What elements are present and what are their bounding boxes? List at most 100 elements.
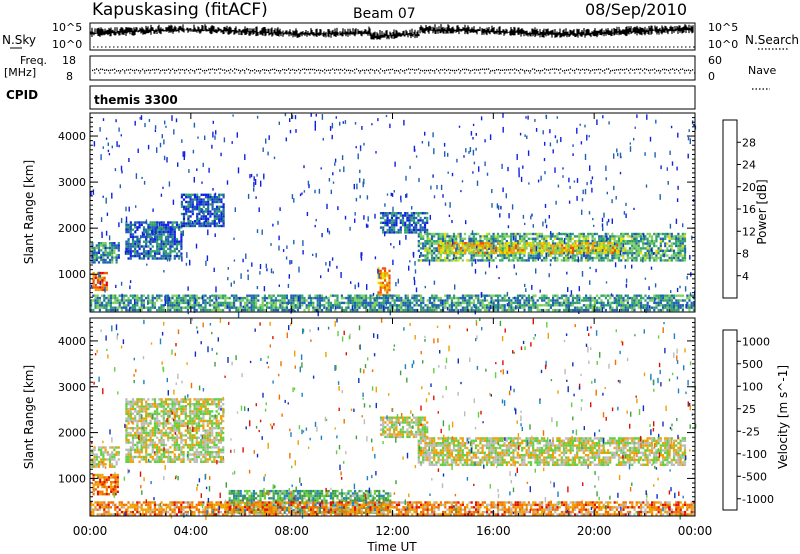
echo-cell bbox=[532, 242, 535, 245]
echo-cell bbox=[419, 242, 423, 245]
echo-cell bbox=[136, 398, 139, 401]
echo-cell bbox=[503, 296, 506, 300]
echo-cell bbox=[606, 252, 610, 255]
echo-cell bbox=[404, 212, 407, 215]
echo-cell bbox=[208, 308, 211, 312]
echo-cell bbox=[248, 299, 251, 302]
echo-cell bbox=[142, 228, 146, 231]
echo-cell bbox=[661, 249, 665, 252]
echo-cell bbox=[598, 301, 601, 305]
noise-point bbox=[400, 195, 402, 201]
echo-cell bbox=[415, 231, 418, 234]
echo-cell bbox=[158, 306, 161, 309]
echo-cell bbox=[488, 254, 491, 257]
echo-cell bbox=[413, 304, 416, 307]
noise-point bbox=[625, 213, 627, 219]
echo-cell bbox=[505, 240, 508, 243]
echo-cell bbox=[584, 254, 588, 257]
echo-cell bbox=[356, 299, 359, 302]
echo-cell bbox=[129, 230, 132, 234]
echo-cell bbox=[534, 244, 537, 247]
echo-cell bbox=[596, 299, 599, 302]
echo-cell bbox=[239, 306, 242, 309]
echo-cell bbox=[422, 301, 425, 305]
echo-cell bbox=[534, 301, 537, 305]
echo-cell bbox=[655, 232, 658, 236]
echo-cell bbox=[626, 240, 629, 243]
echo-cell bbox=[202, 210, 205, 213]
noise-point bbox=[329, 126, 332, 131]
noise-point bbox=[524, 222, 526, 226]
echo-cell bbox=[626, 296, 629, 300]
echo-cell bbox=[644, 247, 647, 250]
echo-cell bbox=[631, 296, 634, 300]
echo-cell bbox=[677, 308, 680, 312]
echo-cell bbox=[246, 308, 249, 312]
echo-cell bbox=[147, 245, 150, 248]
echo-cell bbox=[367, 296, 370, 300]
echo-cell bbox=[521, 294, 524, 297]
echo-cell bbox=[453, 296, 456, 300]
noise-point bbox=[581, 271, 584, 277]
noise-point bbox=[220, 152, 222, 157]
noise-point bbox=[646, 114, 648, 120]
echo-cell bbox=[118, 299, 121, 302]
echo-cell bbox=[131, 228, 135, 231]
echo-cell bbox=[167, 405, 170, 408]
echo-cell bbox=[393, 301, 396, 305]
echo-cell bbox=[666, 259, 669, 262]
echo-cell bbox=[114, 294, 117, 297]
echo-cell bbox=[611, 294, 614, 297]
echo-cell bbox=[95, 463, 98, 466]
echo-cell bbox=[224, 294, 227, 297]
echo-cell bbox=[441, 237, 445, 240]
echo-cell bbox=[220, 217, 223, 220]
echo-cell bbox=[255, 296, 258, 300]
echo-cell bbox=[409, 304, 412, 307]
echo-cell bbox=[409, 299, 412, 302]
echo-cell bbox=[479, 304, 482, 307]
echo-cell bbox=[382, 214, 385, 217]
echo-cell bbox=[523, 301, 526, 305]
noise-point bbox=[677, 132, 679, 138]
echo-cell bbox=[169, 254, 172, 258]
noise-point bbox=[670, 125, 673, 129]
echo-cell bbox=[681, 235, 684, 238]
echo-cell bbox=[193, 208, 197, 211]
noise-point bbox=[144, 123, 146, 128]
echo-cell bbox=[327, 299, 330, 302]
echo-cell bbox=[657, 299, 660, 302]
echo-cell bbox=[431, 296, 434, 300]
echo-cell bbox=[147, 407, 150, 411]
echo-cell bbox=[525, 259, 528, 262]
noise-point bbox=[134, 120, 136, 126]
echo-cell bbox=[204, 299, 207, 302]
echo-cell bbox=[191, 193, 194, 196]
echo-cell bbox=[207, 210, 210, 213]
echo-cell bbox=[516, 240, 519, 243]
echo-cell bbox=[488, 294, 491, 297]
echo-cell bbox=[615, 301, 618, 305]
echo-cell bbox=[595, 254, 599, 257]
echo-cell bbox=[560, 232, 563, 236]
echo-cell bbox=[534, 232, 537, 236]
noise-point bbox=[236, 132, 238, 138]
noise-point bbox=[622, 243, 624, 248]
echo-cell bbox=[125, 221, 128, 224]
echo-cell bbox=[618, 249, 621, 252]
echo-cell bbox=[604, 237, 607, 240]
echo-cell bbox=[655, 249, 658, 252]
echo-cell bbox=[111, 244, 114, 247]
echo-cell bbox=[112, 306, 115, 309]
echo-cell bbox=[593, 301, 596, 305]
echo-cell bbox=[316, 301, 319, 305]
echo-cell bbox=[153, 301, 156, 305]
echo-cell bbox=[93, 448, 96, 452]
echo-cell bbox=[600, 294, 603, 297]
echo-cell bbox=[421, 221, 424, 224]
noise-point bbox=[688, 129, 690, 132]
noise-point bbox=[325, 262, 327, 266]
echo-cell bbox=[100, 244, 103, 247]
echo-cell bbox=[160, 235, 163, 239]
echo-cell bbox=[518, 240, 522, 243]
